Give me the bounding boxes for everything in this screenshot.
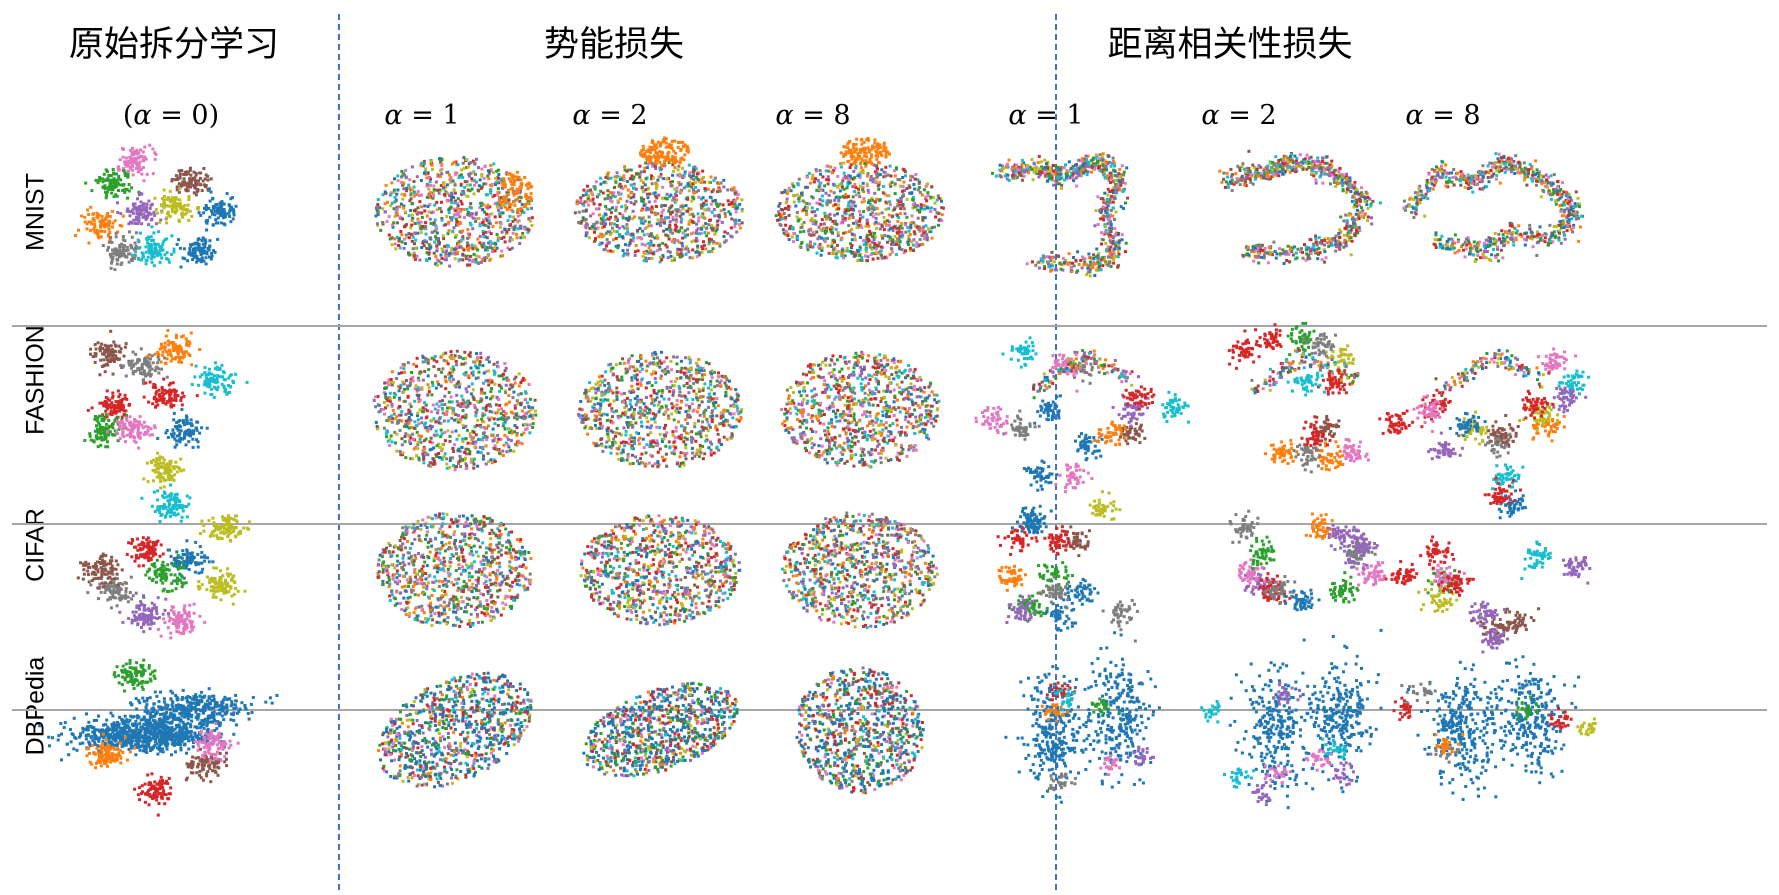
scatter-panel-distcorr-row3-col3	[1384, 476, 1592, 654]
scatter-panel-potential-row4-col3	[795, 666, 925, 795]
row-separator-1	[12, 325, 1767, 327]
scatter-panel-distcorr-row1-col1	[991, 152, 1130, 278]
scatter-panel-potential-row4-col2	[582, 681, 739, 778]
scatter-panel-distcorr-row4-col3	[1392, 655, 1597, 801]
scatter-panel-distcorr-row4-col1	[1004, 631, 1161, 804]
scatter-panel-potential-row1-col1	[374, 156, 534, 268]
scatter-panel-distcorr-row2-col3	[1412, 347, 1591, 491]
scatter-panel-original-row1	[74, 143, 238, 272]
dashed-separator-left	[338, 14, 340, 890]
scatter-panel-distcorr-row4-col2	[1200, 628, 1410, 810]
scatter-panel-potential-row2-col3	[780, 350, 941, 469]
alpha-label-col0: (α = 0)	[101, 100, 241, 131]
scatter-panel-distcorr-row1-col2	[1218, 149, 1382, 265]
scatter-panel-potential-row2-col2	[577, 350, 744, 469]
alpha-label-col6: α = 8	[1373, 100, 1513, 131]
scatter-panel-potential-row3-col3	[780, 511, 939, 629]
scatter-panel-original-row3	[76, 483, 251, 640]
scatter-panel-original-row4	[38, 658, 279, 817]
scatter-panel-distcorr-row1-col3	[1402, 152, 1585, 263]
header-distance-correlation-loss: 距离相关性损失	[1090, 16, 1370, 67]
scatter-panel-potential-row3-col2	[579, 514, 742, 627]
scatter-panel-potential-row3-col1	[376, 512, 533, 628]
header-original-split-learning: 原始拆分学习	[58, 16, 290, 67]
scatter-panel-distcorr-row3-col1	[996, 490, 1139, 643]
alpha-label-col5: α = 2	[1169, 100, 1309, 131]
alpha-label-col1: α = 1	[352, 100, 492, 131]
alpha-label-col4: α = 1	[976, 100, 1116, 131]
scatter-panel-potential-row4-col1	[377, 671, 533, 789]
scatter-panel-potential-row1-col3	[774, 136, 945, 263]
alpha-label-col2: α = 2	[540, 100, 680, 131]
scatter-panel-distcorr-row2-col2	[1227, 321, 1415, 474]
header-potential-energy-loss: 势能损失	[498, 16, 730, 67]
scatter-panel-distcorr-row2-col1	[974, 336, 1191, 494]
scatter-panel-original-row2	[83, 329, 249, 490]
row-separator-2	[12, 523, 1767, 525]
alpha-label-col3: α = 8	[743, 100, 883, 131]
dashed-separator-right	[1055, 14, 1057, 890]
scatter-panel-potential-row1-col2	[573, 136, 744, 264]
scatter-panel-distcorr-row3-col2	[1228, 509, 1387, 612]
scatter-panel-potential-row2-col1	[372, 349, 538, 472]
